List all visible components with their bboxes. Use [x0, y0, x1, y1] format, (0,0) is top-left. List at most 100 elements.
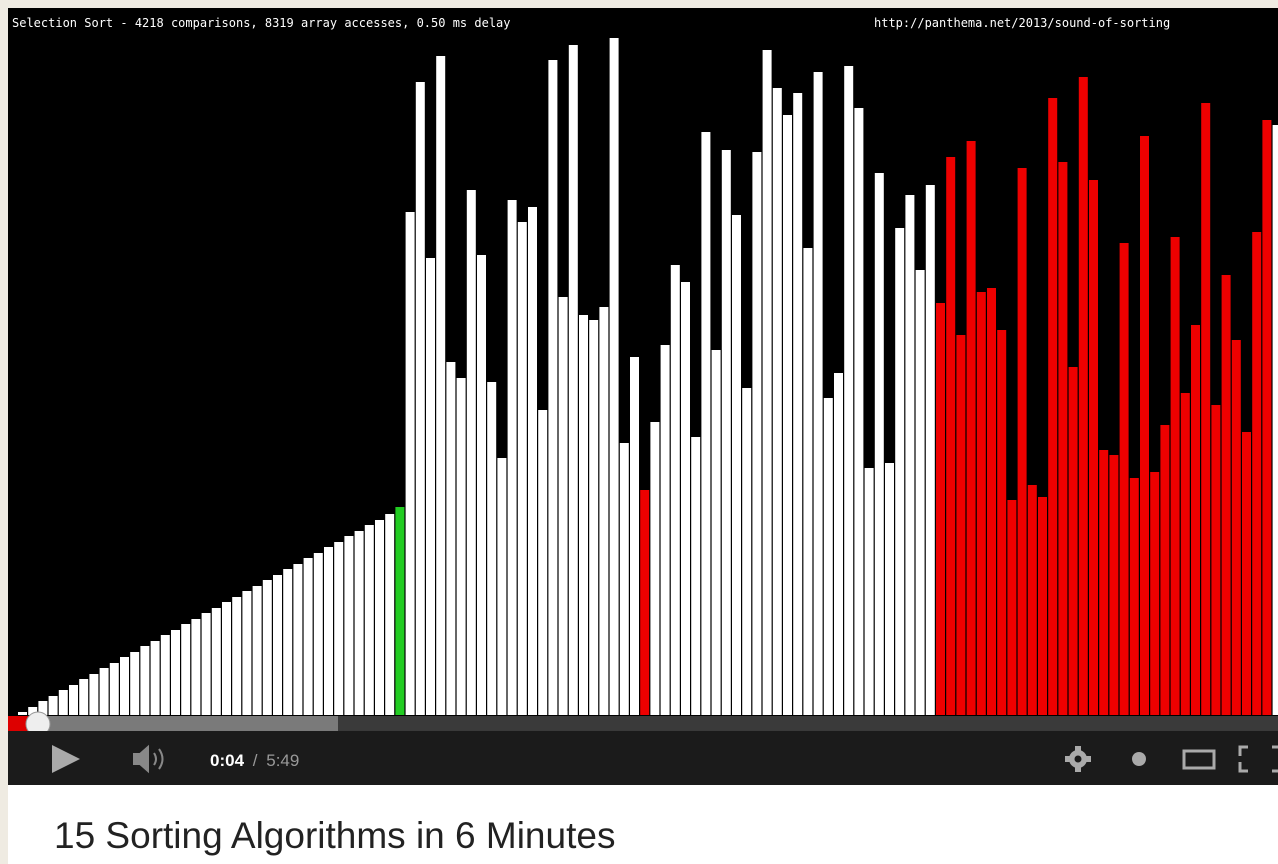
array-bar	[926, 185, 935, 715]
array-bar	[732, 215, 741, 715]
array-bar	[273, 575, 282, 715]
array-bar	[1109, 455, 1118, 715]
array-bar	[1140, 136, 1149, 715]
array-bar	[844, 66, 853, 715]
array-bar	[467, 190, 476, 715]
array-bar	[395, 507, 404, 715]
array-bar	[875, 173, 884, 715]
array-bar	[385, 514, 394, 715]
array-bar	[1262, 120, 1271, 715]
array-bar	[579, 315, 588, 715]
array-bar	[304, 558, 313, 715]
array-bar	[181, 624, 190, 715]
array-bar	[1242, 432, 1251, 715]
array-bar	[151, 641, 160, 715]
array-bar	[283, 569, 292, 715]
array-bar	[1150, 472, 1159, 715]
progress-buffered	[8, 716, 338, 731]
array-bar	[528, 207, 537, 715]
array-bar	[100, 668, 109, 715]
array-bar	[1120, 243, 1129, 715]
array-bar	[436, 56, 445, 715]
array-bar	[1222, 275, 1231, 715]
array-bar	[1099, 450, 1108, 715]
array-bar	[253, 586, 262, 715]
array-bar	[293, 564, 302, 715]
array-bar	[936, 303, 945, 715]
array-bar	[508, 200, 517, 715]
time-display: 0:04 / 5:49	[210, 751, 299, 770]
array-bar	[202, 613, 211, 715]
array-bar	[416, 82, 425, 715]
array-bar	[1028, 485, 1037, 715]
array-bar	[997, 330, 1006, 715]
array-bar	[130, 652, 139, 715]
array-bar	[1058, 162, 1067, 715]
array-bar	[89, 674, 98, 715]
array-bar	[1201, 103, 1210, 715]
array-bar	[1273, 125, 1278, 715]
array-bar	[671, 265, 680, 715]
array-bar	[987, 288, 996, 715]
array-bar	[518, 222, 527, 715]
overlay-url: http://panthema.net/2013/sound-of-sortin…	[874, 16, 1170, 30]
array-bar	[783, 115, 792, 715]
array-bar	[824, 398, 833, 715]
array-bar	[497, 458, 506, 715]
array-bar	[742, 388, 751, 715]
array-bar	[956, 335, 965, 715]
array-bar	[610, 38, 619, 715]
array-bar	[1048, 98, 1057, 715]
array-bar	[1038, 497, 1047, 715]
array-bar	[334, 542, 343, 715]
array-bar	[406, 212, 415, 715]
array-bar	[365, 525, 374, 715]
array-bar	[752, 152, 761, 715]
array-bar	[1191, 325, 1200, 715]
array-bar	[457, 378, 466, 715]
array-bar	[375, 520, 384, 715]
array-bar	[701, 132, 710, 715]
array-bar	[895, 228, 904, 715]
array-bar	[1089, 180, 1098, 715]
array-bar	[569, 45, 578, 715]
array-bar	[355, 531, 364, 715]
duration: 5:49	[266, 751, 299, 770]
array-bar	[946, 157, 955, 715]
video-title: 15 Sorting Algorithms in 6 Minutes	[54, 815, 615, 856]
array-bar	[324, 547, 333, 715]
array-bar	[1160, 425, 1169, 715]
array-bar	[1181, 393, 1190, 715]
array-bar	[426, 258, 435, 715]
array-bar	[814, 72, 823, 715]
array-bar	[620, 443, 629, 715]
array-bar	[905, 195, 914, 715]
array-bar	[222, 602, 231, 715]
array-bar	[916, 270, 925, 715]
array-bar	[559, 297, 568, 715]
array-bar	[1171, 237, 1180, 715]
array-bar	[161, 635, 170, 715]
watch-later-button[interactable]	[1132, 752, 1146, 766]
array-bar	[263, 580, 272, 715]
array-bar	[793, 93, 802, 715]
array-bar	[712, 350, 721, 715]
array-bar	[865, 468, 874, 715]
array-bar	[1018, 168, 1027, 715]
array-bar	[854, 108, 863, 715]
array-bar	[49, 696, 58, 715]
array-bar	[1069, 367, 1078, 715]
array-bar	[1211, 405, 1220, 715]
array-bar	[722, 150, 731, 715]
array-bar	[681, 282, 690, 715]
array-bar	[1232, 340, 1241, 715]
array-bar	[885, 463, 894, 715]
array-bar	[967, 141, 976, 715]
array-bar	[640, 490, 649, 715]
array-bar	[191, 619, 200, 715]
array-bar	[691, 437, 700, 715]
array-bar	[212, 608, 221, 715]
array-bar	[69, 685, 78, 715]
array-bar	[1252, 232, 1261, 715]
array-bar	[110, 663, 119, 715]
